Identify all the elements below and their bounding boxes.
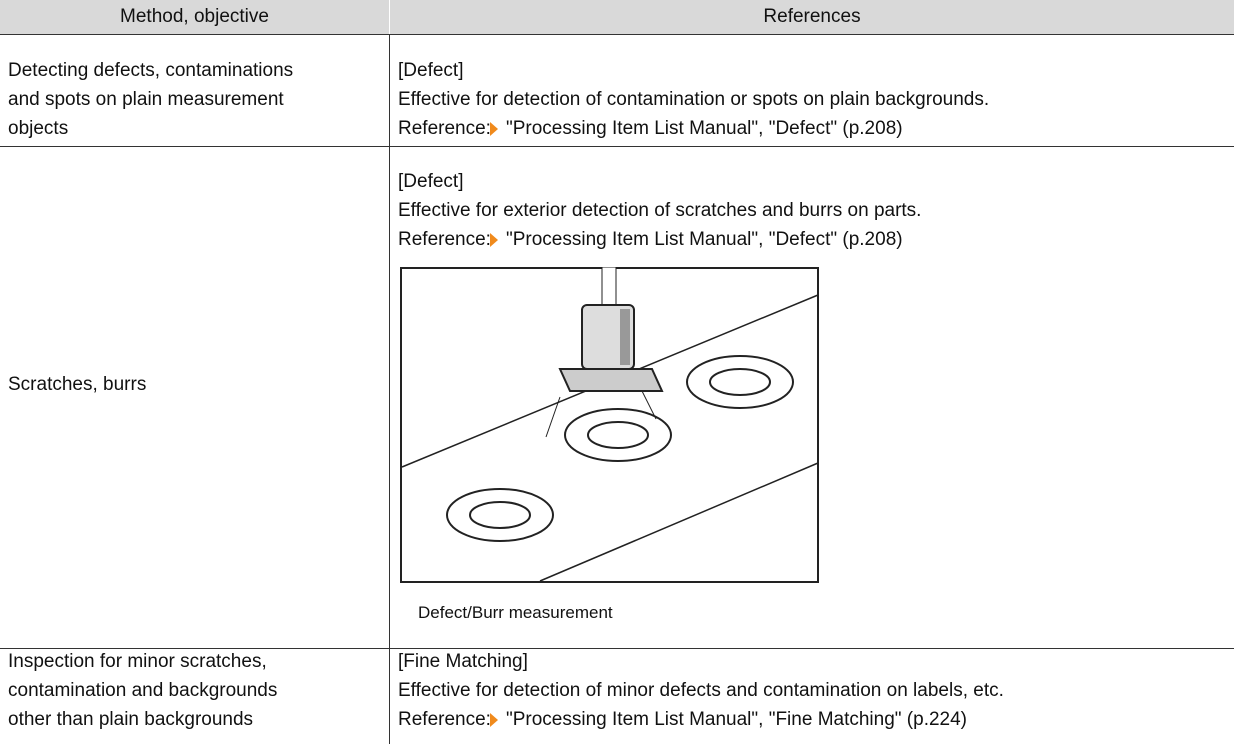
method-line: contamination and backgrounds — [8, 680, 278, 701]
reference-description: Effective for detection of contamination… — [398, 89, 990, 110]
row-border — [0, 648, 1234, 649]
figure-illustration — [400, 267, 819, 583]
reference-prefix: Reference: — [398, 709, 491, 730]
row-border — [0, 146, 1234, 147]
reference-link[interactable]: "Processing Item List Manual", "Defect" … — [506, 118, 903, 139]
reference-prefix: Reference: — [398, 118, 491, 139]
method-line: Inspection for minor scratches, — [8, 651, 267, 672]
reference-icon — [490, 122, 498, 136]
header-divider — [389, 0, 390, 34]
figure-caption: Defect/Burr measurement — [418, 603, 613, 622]
reference-description: Effective for exterior detection of scra… — [398, 200, 922, 221]
method-line: Scratches, burrs — [8, 374, 147, 395]
header-background — [0, 0, 1234, 34]
reference-icon — [490, 233, 498, 247]
method-line: other than plain backgrounds — [8, 709, 254, 730]
reference-link[interactable]: "Processing Item List Manual", "Defect" … — [506, 229, 903, 250]
header-cell: References — [763, 6, 861, 27]
reference-title: [Fine Matching] — [398, 651, 528, 672]
column-divider — [389, 34, 390, 744]
method-line: objects — [8, 118, 69, 139]
reference-title: [Defect] — [398, 60, 464, 81]
row-border — [0, 34, 1234, 35]
header-cell: Method, objective — [120, 6, 269, 27]
reference-prefix: Reference: — [398, 229, 491, 250]
reference-description: Effective for detection of minor defects… — [398, 680, 1004, 701]
reference-title: [Defect] — [398, 171, 464, 192]
method-line: and spots on plain measurement — [8, 89, 284, 110]
reference-icon — [490, 713, 498, 727]
method-line: Detecting defects, contaminations — [8, 60, 294, 81]
reference-link[interactable]: "Processing Item List Manual", "Fine Mat… — [506, 709, 968, 730]
